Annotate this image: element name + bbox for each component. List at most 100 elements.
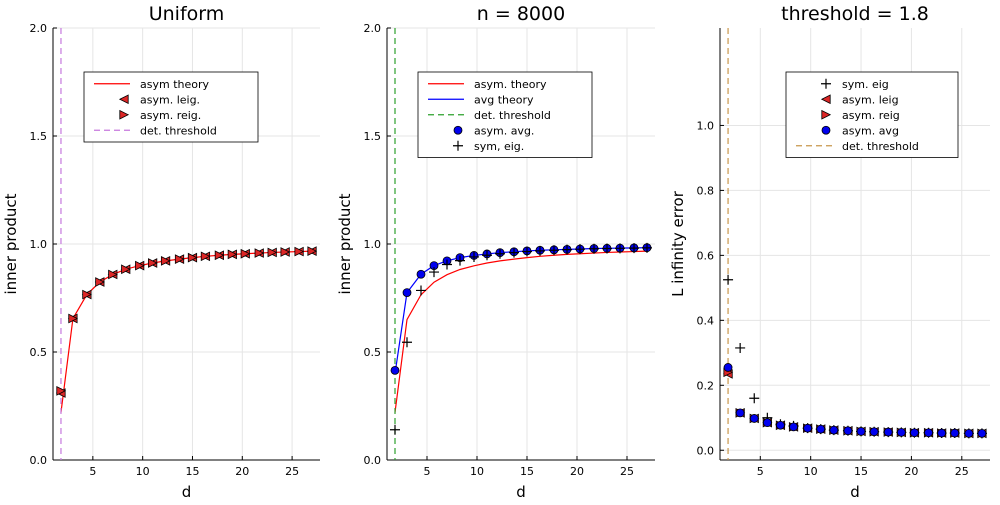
data-point-asym-reig [307,246,318,256]
y-axis-label: inner product [2,193,20,294]
legend-label-asym-theory: asym theory [140,78,209,91]
y-tick-label: 1.5 [30,130,48,143]
data-point-sym-eig [549,245,559,256]
data-point-asym-reig [174,254,185,264]
y-tick-label: 1.0 [697,119,715,132]
data-point-sym-eig [495,248,505,259]
data-point-asym-avg [816,424,826,434]
data-point-asym-reig [280,247,291,257]
x-tick-label: 25 [285,465,299,478]
legend-swatch-sym-eig [453,140,463,151]
data-point-sym-eig [429,267,439,278]
y-tick-label: 0.5 [364,346,382,359]
data-point-sym-eig [575,244,585,255]
data-point-asym-reig [108,269,118,280]
x-tick-label: 10 [136,465,150,478]
y-tick-label: 1.0 [364,238,382,251]
data-point-sym-eig [562,244,572,255]
data-point-sym-eig [442,259,452,270]
legend-label-sym-eig: sym. eig [842,78,889,91]
legend-label-sym-eig: sym, eig. [474,140,524,153]
y-tick-label: 1.5 [364,130,382,143]
data-point-asym-avg [977,428,987,438]
y-tick-label: 0.8 [697,184,715,197]
legend-swatch-sym-eig [821,78,831,89]
x-axis-label: d [516,483,526,500]
legend-label-asym-reig: asym. reig. [140,109,201,122]
data-point-asym-reig [82,289,92,300]
data-point-asym-reig [68,313,79,324]
x-tick-label: 15 [520,465,534,478]
legend-label-asym-leig: asym. leig [842,93,899,106]
legend-swatch-asym-leig [820,94,831,105]
data-point-asym-reig [254,248,265,258]
legend: sym. eig asym. leig asym. reig asym. avg det… [785,71,959,158]
legend-swatch-asym-reig [119,109,130,120]
data-point-sym-eig [522,246,532,257]
x-tick-label: 20 [235,465,249,478]
legend-label-asym-avg: asym. avg [842,124,899,137]
data-point-asym-avg [924,428,933,438]
x-tick-label: 15 [854,465,868,478]
data-point-asym-reig [200,251,211,262]
y-tick-label: 0.2 [697,379,715,392]
legend-box [785,71,959,158]
chart-panel-2: 5 10 15 20 25 0.0 0.5 1.0 1.5 2.0 n = 8000 d inner p… [336,3,655,501]
legend-label-asym-theory: asym. theory [474,78,547,91]
data-point-sym-eig [602,243,612,254]
data-point-asym-avg [869,427,879,437]
x-tick-label: 5 [424,465,431,478]
y-tick-label: 2.0 [30,22,48,35]
data-point-asym-avg [789,422,798,432]
data-point-asym-avg [749,414,759,423]
data-point-asym-reig [294,246,305,257]
legend-swatch-asym-avg [821,125,831,135]
y-axis-label: inner product [336,193,354,294]
data-point-asym-avg [762,418,772,428]
legend-swatch-asym-avg [453,125,463,135]
data-point-asym-reig [214,250,225,261]
data-point-asym-avg [402,288,412,298]
y-tick-label: 1.0 [30,238,48,251]
data-point-asym-reig [95,277,105,287]
legend-label-asym-avg: asym. avg. [474,124,534,137]
data-layer [722,28,988,460]
data-point-asym-avg [950,428,960,438]
data-point-sym-eig [482,250,492,261]
chart-panel-1: 5 10 15 20 25 0.0 0.5 1.0 1.5 2.0 Uniform d inner pr… [2,3,320,501]
data-point-sym-eig [455,255,465,266]
data-point-asym-reig [160,256,171,266]
data-point-sym-eig [642,242,652,253]
data-point-asym-avg [964,428,974,438]
chart-title: threshold = 1.8 [781,3,929,25]
x-tick-label: 20 [570,465,584,478]
x-tick-label: 25 [620,465,634,478]
data-point-asym-avg [735,408,745,418]
data-point-asym-reig [121,264,131,275]
data-point-sym-eig [402,337,412,348]
x-tick-label: 5 [89,465,96,478]
data-point-asym-avg [723,363,733,372]
data-point-asym-avg [896,427,906,437]
data-point-sym-eig [749,393,760,404]
data-point-sym-eig [629,243,639,254]
data-point-sym-eig [735,342,746,353]
x-tick-label: 10 [470,465,484,478]
data-layer [390,28,652,460]
legend: asym. theory avg theory det. threshold asym… [417,71,593,158]
data-point-asym-avg [416,269,426,279]
legend-label-det-threshold: det. threshold [474,109,551,122]
chart-title: n = 8000 [477,3,565,25]
x-tick-label: 25 [955,465,969,478]
data-point-asym-reig [240,248,251,259]
data-point-asym-avg [856,427,866,436]
y-tick-label: 0.0 [30,454,48,467]
y-tick-label: 0.0 [697,444,715,457]
legend-swatch-asym-leig [118,94,129,105]
legend-box [417,71,593,158]
data-point-sym-eig [416,285,426,296]
y-tick-label: 0.4 [697,314,715,327]
y-tick-label: 0.6 [697,249,715,262]
data-point-asym-avg [910,428,919,438]
